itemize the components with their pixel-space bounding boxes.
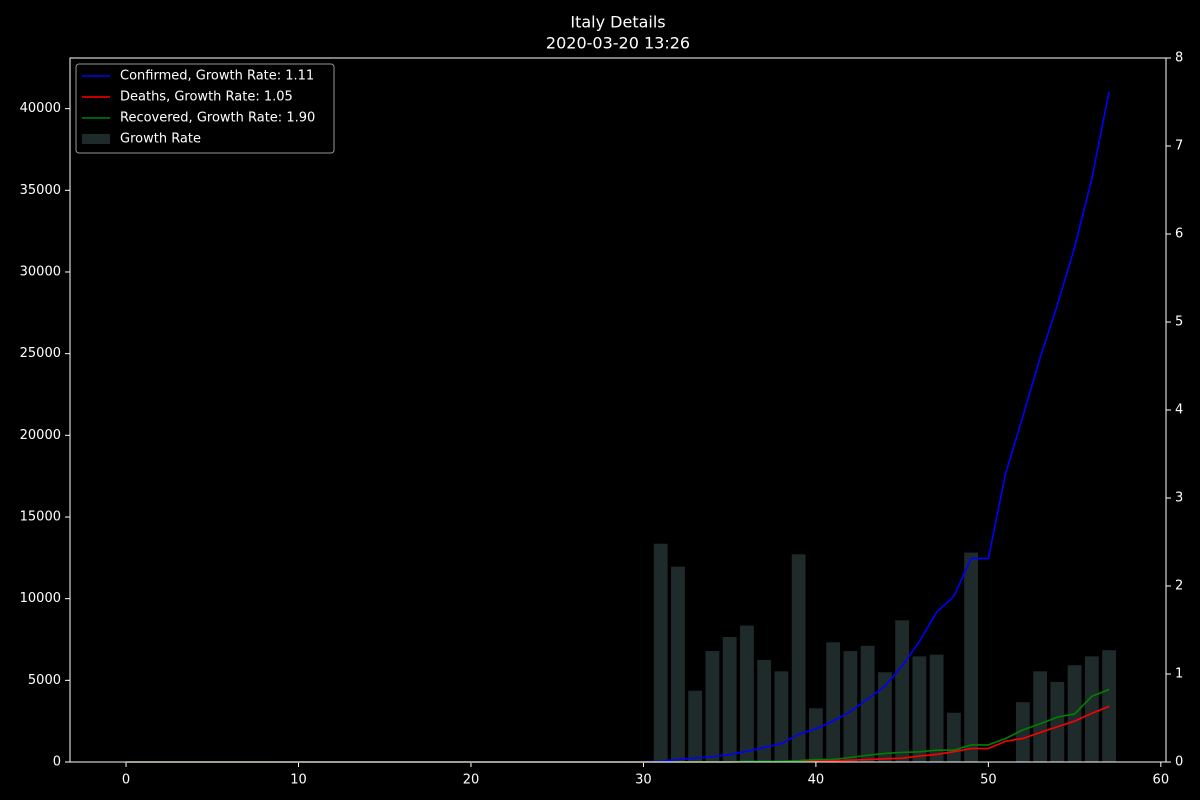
y-tick-label: 15000: [20, 509, 61, 524]
x-tick-label: 60: [1153, 773, 1170, 788]
bar: [653, 543, 668, 762]
x-tick-label: 30: [635, 773, 652, 788]
y2-tick-label: 4: [1175, 403, 1183, 418]
bar: [895, 620, 910, 762]
legend-swatch: [82, 134, 110, 144]
y2-tick-label: 8: [1175, 51, 1183, 66]
bar: [912, 656, 927, 762]
bar: [791, 554, 806, 762]
line: [126, 688, 1110, 763]
legend-label: Growth Rate: [120, 132, 201, 147]
y2-tick-label: 1: [1175, 667, 1183, 682]
y-tick-label: 25000: [20, 346, 61, 361]
x-tick-label: 20: [463, 773, 480, 788]
x-tick-label: 10: [290, 773, 307, 788]
legend-label: Confirmed, Growth Rate: 1.11: [120, 69, 314, 84]
bar: [1015, 702, 1030, 762]
bar: [946, 712, 961, 762]
y-tick-label: 0: [53, 755, 61, 770]
y-tick-label: 10000: [20, 591, 61, 606]
bar: [843, 651, 858, 762]
y-tick-label: 35000: [20, 183, 61, 198]
bar: [1102, 650, 1116, 762]
bar: [774, 671, 789, 762]
bar: [740, 625, 754, 762]
y-tick-label: 40000: [20, 101, 61, 116]
bar: [1050, 681, 1065, 762]
bar: [826, 642, 841, 762]
bar: [757, 659, 772, 762]
line: [126, 91, 1110, 763]
plot-frame: [69, 57, 1167, 763]
y2-tick-label: 7: [1175, 139, 1183, 154]
bar: [964, 552, 979, 762]
chart-title: Italy Details: [570, 13, 665, 32]
bar: [688, 690, 703, 762]
y2-tick-label: 0: [1175, 755, 1183, 770]
legend-label: Deaths, Growth Rate: 1.05: [120, 90, 293, 105]
line: [126, 705, 1110, 763]
y2-tick-label: 5: [1175, 315, 1183, 330]
x-tick-label: 40: [808, 773, 825, 788]
bar: [809, 708, 823, 762]
y-tick-label: 30000: [20, 264, 61, 279]
x-tick-label: 0: [122, 773, 130, 788]
legend-label: Recovered, Growth Rate: 1.90: [120, 111, 315, 126]
y2-tick-label: 3: [1175, 491, 1183, 506]
y2-tick-label: 6: [1175, 227, 1183, 242]
y2-tick-label: 2: [1175, 579, 1183, 594]
bar: [671, 566, 685, 762]
x-tick-label: 50: [980, 773, 997, 788]
bar: [1084, 656, 1099, 762]
bar: [877, 672, 892, 762]
bar: [705, 651, 720, 762]
bar: [1033, 671, 1048, 762]
y-tick-label: 5000: [28, 673, 61, 688]
y-tick-label: 20000: [20, 428, 61, 443]
legend-box: [75, 63, 335, 154]
bar: [722, 637, 737, 762]
bar: [929, 654, 944, 762]
chart-subtitle: 2020-03-20 13:26: [546, 34, 690, 53]
bar: [860, 645, 875, 762]
